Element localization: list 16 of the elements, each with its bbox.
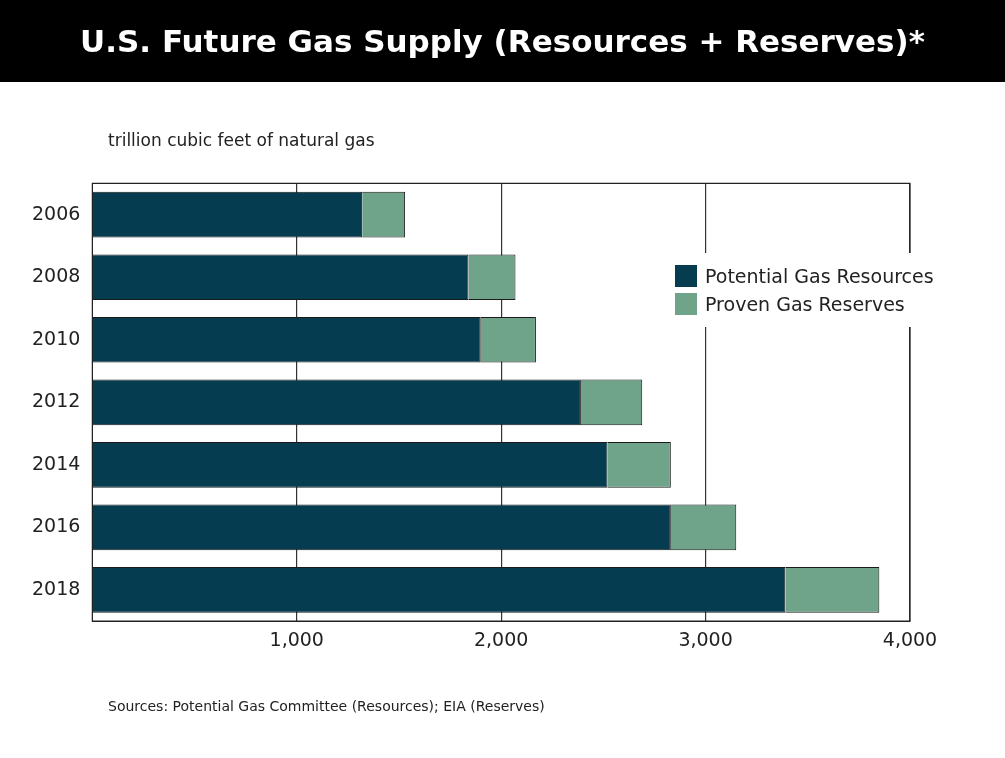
y-tick-label: 2014 — [31, 451, 81, 474]
x-tick-label: 4,000 — [882, 627, 938, 650]
x-tick-label: 1,000 — [269, 627, 324, 650]
y-tick-label: 2006 — [31, 201, 81, 224]
chart-subtitle: trillion cubic feet of natural gas — [108, 130, 375, 150]
x-tick-label: 2,000 — [473, 627, 529, 650]
y-tick-label: 2012 — [31, 389, 81, 412]
y-tick-label: 2018 — [31, 576, 81, 599]
source-note: Sources: Potential Gas Committee (Resources); EIA (Reserves) — [108, 698, 545, 714]
y-tick-label: 2010 — [31, 326, 81, 349]
chart-title: U.S. Future Gas Supply (Resources + Reserves)* — [0, 0, 1005, 82]
x-tick-label: 3,000 — [678, 627, 733, 650]
y-tick-label: 2008 — [31, 264, 81, 287]
y-tick-label: 2016 — [31, 514, 81, 537]
legend-label: Potential Gas Resources — [705, 265, 934, 288]
legend-label: Proven Gas Reserves — [705, 293, 905, 316]
